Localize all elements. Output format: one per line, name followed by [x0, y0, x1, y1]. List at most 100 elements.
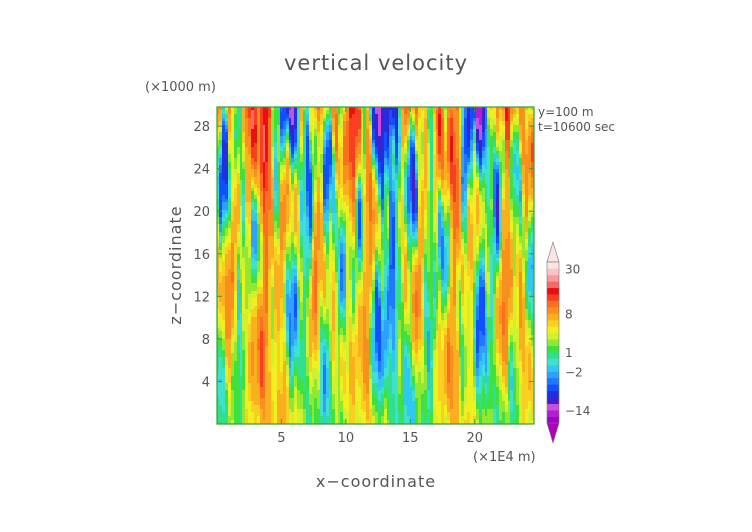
heatmap-cell	[392, 224, 397, 230]
heatmap-cell	[421, 125, 426, 131]
heatmap-cell	[447, 158, 452, 164]
heatmap-cell	[268, 265, 273, 271]
heatmap-cell	[441, 136, 446, 142]
heatmap-cell	[375, 213, 380, 219]
heatmap-cell	[372, 143, 377, 149]
heatmap-cell	[263, 114, 267, 120]
heatmap-cell	[361, 173, 365, 179]
heatmap-cell	[450, 136, 455, 142]
heatmap-cell	[459, 162, 463, 167]
heatmap-cell	[392, 258, 397, 263]
heatmap-cell	[332, 147, 337, 153]
heatmap-cell	[375, 107, 380, 112]
heatmap-cell	[219, 199, 224, 204]
heatmap-cell	[459, 258, 463, 263]
heatmap-cell	[499, 184, 504, 190]
heatmap-cell	[490, 154, 495, 160]
heatmap-cell	[277, 121, 282, 127]
heatmap-cell	[508, 221, 512, 226]
heatmap-cell	[372, 173, 377, 179]
heatmap-cell	[401, 184, 406, 190]
heatmap-cell	[237, 136, 242, 142]
heatmap-cell	[470, 169, 475, 175]
heatmap-cell	[387, 261, 391, 267]
heatmap-cell	[245, 261, 250, 267]
heatmap-cell	[450, 261, 455, 267]
heatmap-cell	[384, 210, 389, 215]
heatmap-cell	[531, 151, 534, 156]
heatmap-cell	[427, 129, 432, 134]
heatmap-cell	[407, 165, 412, 171]
heatmap-cell	[352, 147, 357, 153]
heatmap-cell	[286, 110, 291, 116]
heatmap-cell	[479, 173, 484, 179]
heatmap-cell	[531, 224, 534, 230]
heatmap-cell	[335, 265, 340, 271]
heatmap-cell	[349, 250, 354, 256]
heatmap-cell	[505, 180, 510, 186]
heatmap-cell	[372, 224, 377, 230]
heatmap-cell	[485, 118, 489, 123]
heatmap-cell	[314, 272, 319, 278]
heatmap-cell	[467, 147, 472, 153]
heatmap-cell	[251, 180, 256, 186]
heatmap-cell	[332, 206, 337, 212]
heatmap-cell	[508, 236, 512, 241]
heatmap-cell	[412, 114, 417, 120]
heatmap-cell	[392, 147, 397, 153]
heatmap-cell	[496, 107, 501, 112]
heatmap-cell	[228, 228, 233, 234]
heatmap-cell	[297, 199, 302, 204]
heatmap-cell	[234, 143, 239, 149]
heatmap-cell	[436, 118, 440, 123]
heatmap-cell	[444, 258, 449, 263]
heatmap-cell	[277, 236, 282, 241]
heatmap-cell	[398, 158, 403, 164]
heatmap-cell	[407, 147, 412, 153]
heatmap-cell	[317, 250, 322, 256]
heatmap-cell	[450, 213, 455, 219]
heatmap-cell	[363, 269, 368, 274]
heatmap-cell	[274, 125, 279, 131]
heatmap-cell	[294, 169, 299, 175]
heatmap-cell	[329, 110, 334, 116]
heatmap-cell	[222, 107, 227, 112]
heatmap-cell	[320, 206, 325, 212]
heatmap-cell	[251, 269, 256, 274]
heatmap-cell	[375, 258, 380, 263]
heatmap-cell	[346, 125, 351, 131]
heatmap-cell	[291, 224, 296, 230]
heatmap-cell	[217, 247, 221, 252]
heatmap-cell	[528, 184, 533, 190]
heatmap-cell	[407, 136, 412, 142]
heatmap-cell	[369, 254, 374, 260]
heatmap-cell	[436, 132, 440, 138]
heatmap-cell	[412, 261, 417, 267]
heatmap-cell	[248, 250, 253, 256]
heatmap-cell	[444, 232, 449, 238]
heatmap-cell	[378, 261, 383, 267]
heatmap-cell	[378, 125, 383, 131]
heatmap-cell	[361, 269, 365, 274]
heatmap-cell	[525, 184, 530, 190]
heatmap-cell	[219, 206, 224, 212]
heatmap-cell	[352, 129, 357, 134]
heatmap-cell	[433, 107, 438, 112]
heatmap-cell	[450, 118, 455, 123]
heatmap-cell	[436, 107, 440, 112]
heatmap-cell	[268, 169, 273, 175]
heatmap-cell	[231, 272, 236, 278]
heatmap-cell	[401, 118, 406, 123]
heatmap-cell	[294, 158, 299, 164]
heatmap-cell	[375, 239, 380, 245]
heatmap-cell	[332, 143, 337, 149]
heatmap-cell	[346, 221, 351, 226]
heatmap-cell	[332, 173, 337, 179]
heatmap-cell	[332, 132, 337, 138]
heatmap-cell	[415, 195, 420, 201]
heatmap-cell	[493, 236, 498, 241]
heatmap-cell	[510, 243, 515, 249]
heatmap-cell	[329, 132, 334, 138]
heatmap-cell	[531, 191, 534, 197]
heatmap-cell	[274, 224, 279, 230]
